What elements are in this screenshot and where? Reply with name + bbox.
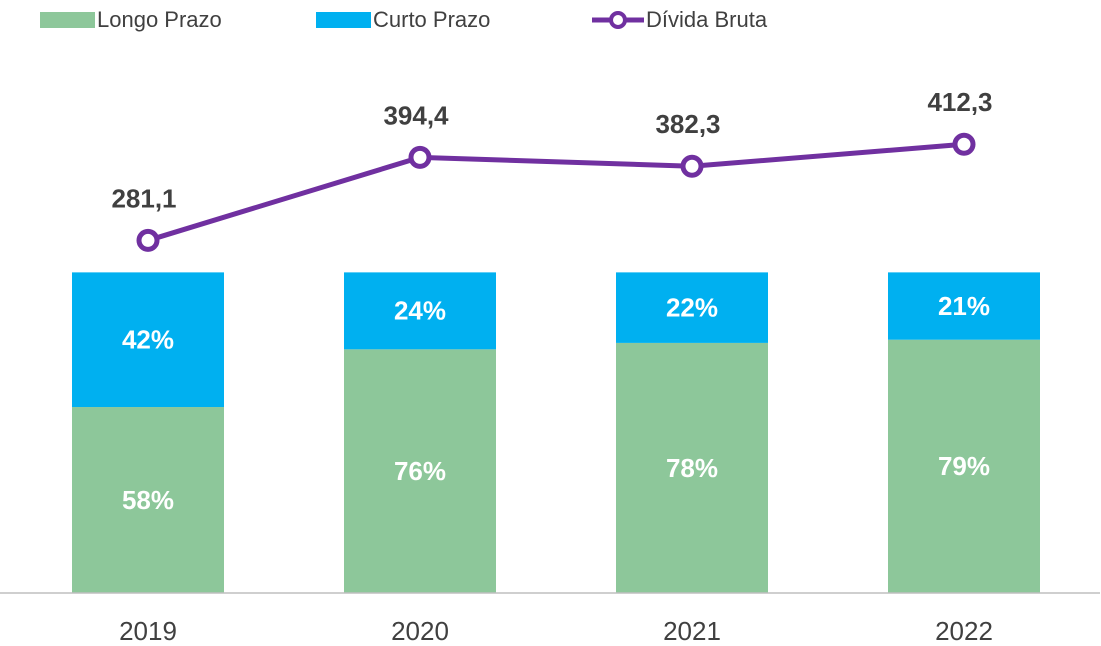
data-label: 21% xyxy=(938,291,990,321)
bar-segment xyxy=(888,272,1040,340)
legend-label: Dívida Bruta xyxy=(646,7,768,32)
x-tick-label: 2020 xyxy=(391,616,449,646)
legend-label: Curto Prazo xyxy=(373,7,490,32)
data-label: 58% xyxy=(122,485,174,515)
legend-label: Longo Prazo xyxy=(97,7,222,32)
data-label: 78% xyxy=(666,453,718,483)
x-tick-label: 2021 xyxy=(663,616,721,646)
data-label: 42% xyxy=(122,325,174,355)
bar-segment xyxy=(616,272,768,343)
line-marker xyxy=(408,145,432,169)
line-series xyxy=(147,141,965,243)
x-tick-label: 2022 xyxy=(935,616,993,646)
data-label: 24% xyxy=(394,296,446,326)
legend-marker xyxy=(609,11,627,29)
bar-segment xyxy=(72,407,224,593)
x-tick-label: 2019 xyxy=(119,616,177,646)
legend-swatch xyxy=(316,12,371,28)
data-label: 382,3 xyxy=(655,109,720,139)
bar-segment xyxy=(72,272,224,408)
data-label: 281,1 xyxy=(111,183,176,213)
line-marker xyxy=(136,228,160,252)
data-label: 79% xyxy=(938,451,990,481)
data-label: 394,4 xyxy=(383,100,449,130)
bar-segment xyxy=(344,349,496,593)
line-marker xyxy=(952,132,976,156)
legend-swatch xyxy=(40,12,95,28)
data-label: 412,3 xyxy=(927,87,992,117)
data-label: 22% xyxy=(666,293,718,323)
line-marker xyxy=(680,154,704,178)
bar-segment xyxy=(344,272,496,350)
data-label: 76% xyxy=(394,456,446,486)
bar-segment xyxy=(616,342,768,593)
bar-segment xyxy=(888,339,1040,593)
